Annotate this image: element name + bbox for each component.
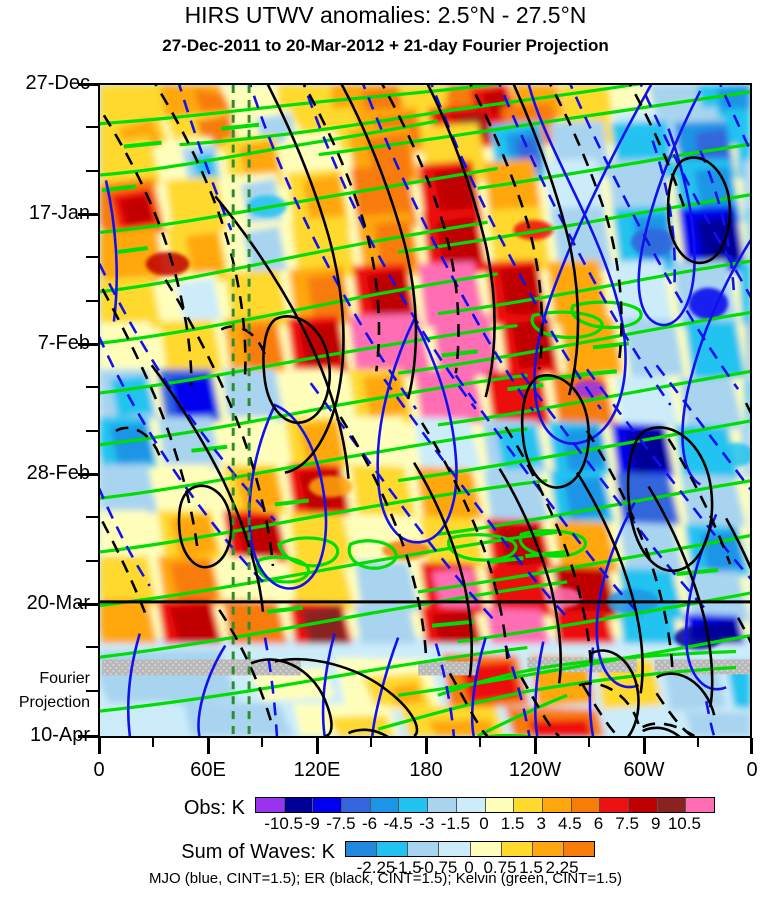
colorbar-segment — [532, 842, 564, 856]
y-label-17-jan: 17-Jan — [28, 202, 90, 224]
colorbar-tick-label: 10.5 — [667, 814, 701, 833]
x-label-0w: 0 — [746, 759, 758, 781]
colorbar-segment — [485, 798, 515, 812]
y-axis: 27-Dec 17-Jan 7-Feb 28-Feb 20-Mar 10-Apr… — [0, 0, 96, 899]
colorbar-segment — [256, 798, 285, 812]
colorbar-tick-label: 2.25 — [545, 858, 579, 877]
colorbar-tick-label: -4.5 — [383, 814, 413, 833]
colorbar-tick-label: 9 — [651, 814, 661, 833]
kelvin-short-segments — [101, 122, 719, 628]
colorbar-segment — [313, 798, 343, 812]
obs-colorbar-ticklabels: -10.5 -9 -7.5 -6 -4.5 -3 -1.5 0 1.5 3 4.5 6 7.5 9 10.5 — [255, 814, 715, 833]
colorbar-tick-label: -9 — [304, 814, 320, 833]
fourier-projection-note-line1: Fourier — [39, 670, 90, 687]
colorbar-segment — [542, 798, 572, 812]
x-label-0e: 0 — [93, 759, 105, 781]
colorbar-segment — [628, 798, 658, 812]
y-label-10-apr: 10-Apr — [29, 724, 90, 746]
colorbar-tick-label: 0 — [464, 858, 474, 877]
colorbar-segment — [342, 798, 371, 812]
colorbar-segment — [456, 798, 486, 812]
colorbar-segment — [439, 842, 471, 856]
colorbar-segment — [428, 798, 457, 812]
colorbar-tick-label: -0.75 — [418, 858, 458, 877]
colorbar-tick-label: -6 — [361, 814, 378, 833]
contour-field — [100, 85, 750, 736]
er-contours — [150, 85, 750, 736]
colorbar-segment — [571, 798, 601, 812]
colorbar-segment — [563, 842, 594, 856]
x-label-60e: 60E — [190, 759, 226, 781]
colorbar-tick-label: 6 — [593, 814, 604, 833]
colorbar-tick-label: -1.5 — [392, 858, 422, 877]
x-label-120w: 120W — [508, 759, 562, 781]
colorbar-tick-label: 1.5 — [500, 814, 525, 833]
fourier-projection-note-line2: Projection — [18, 694, 90, 711]
colorbar-tick-label: -3 — [419, 814, 435, 833]
colorbar-segment — [346, 842, 378, 856]
x-label-60w: 60W — [623, 759, 665, 781]
y-label-7-feb: 7-Feb — [37, 332, 90, 354]
colorbar-tick-label: 4.5 — [558, 814, 582, 833]
colorbar-segment — [408, 842, 440, 856]
page-title: HIRS UTWV anomalies: 2.5°N - 27.5°N — [184, 2, 587, 28]
y-label-28-feb: 28-Feb — [26, 462, 90, 484]
colorbar-tick-label: 0.75 — [483, 858, 517, 877]
page-subtitle: 27-Dec-2011 to 20-Mar-2012 + 21-day Four… — [162, 36, 609, 55]
y-label-20-mar: 20-Mar — [26, 592, 90, 614]
y-label-27-dec: 27-Dec — [25, 72, 90, 94]
colorbar-segment — [399, 798, 429, 812]
colorbar-tick-label: -2.25 — [356, 858, 396, 877]
waves-colorbar: Sum of Waves: K -2.25 -1.5 -0.75 0 0.75 1.5 2.… — [0, 839, 771, 877]
longitude-marker-lines — [231, 85, 251, 736]
x-label-180: 180 — [409, 759, 443, 781]
colorbar-tick-label: -7.5 — [326, 814, 356, 833]
colorbar-segment — [284, 798, 314, 812]
waves-colorbar-title: Sum of Waves: K — [181, 841, 335, 863]
er-dashed-contours — [100, 85, 750, 736]
colorbar-tick-label: 0 — [479, 814, 489, 833]
hovmoller-plot[interactable] — [98, 83, 752, 738]
colorbar-tick-label: -10.5 — [264, 814, 303, 833]
colorbar-segment — [377, 842, 409, 856]
colorbar-tick-label: 7.5 — [615, 814, 639, 833]
colorbar-segment — [370, 798, 400, 812]
waves-colorbar-ticklabels: -2.25 -1.5 -0.75 0 0.75 1.5 2.25 — [345, 858, 595, 877]
colorbar-segment — [686, 798, 714, 812]
colorbar-tick-label: 1.5 — [519, 858, 543, 877]
x-label-120e: 120E — [293, 759, 341, 781]
waves-colorbar-swatches — [345, 841, 595, 857]
mjo-dashed-contours — [100, 85, 750, 736]
wave-legend-footer: MJO (blue, CINT=1.5); ER (black, CINT=1.… — [148, 870, 623, 887]
colorbar-segment — [600, 798, 629, 812]
colorbar-segment — [501, 842, 533, 856]
colorbar-tick-label: -1.5 — [440, 814, 471, 833]
colorbar-tick-label: 3 — [536, 814, 546, 833]
colorbar-segment — [657, 798, 687, 812]
obs-colorbar-title: Obs: K — [183, 797, 245, 819]
obs-colorbar-swatches — [255, 797, 715, 813]
obs-colorbar: Obs: K -10.5 -9 -7.5 -6 -4.5 -3 -1.5 0 1.5 3 4.5 6 7… — [0, 795, 771, 833]
colorbar-segment — [470, 842, 502, 856]
colorbar-segment — [514, 798, 543, 812]
